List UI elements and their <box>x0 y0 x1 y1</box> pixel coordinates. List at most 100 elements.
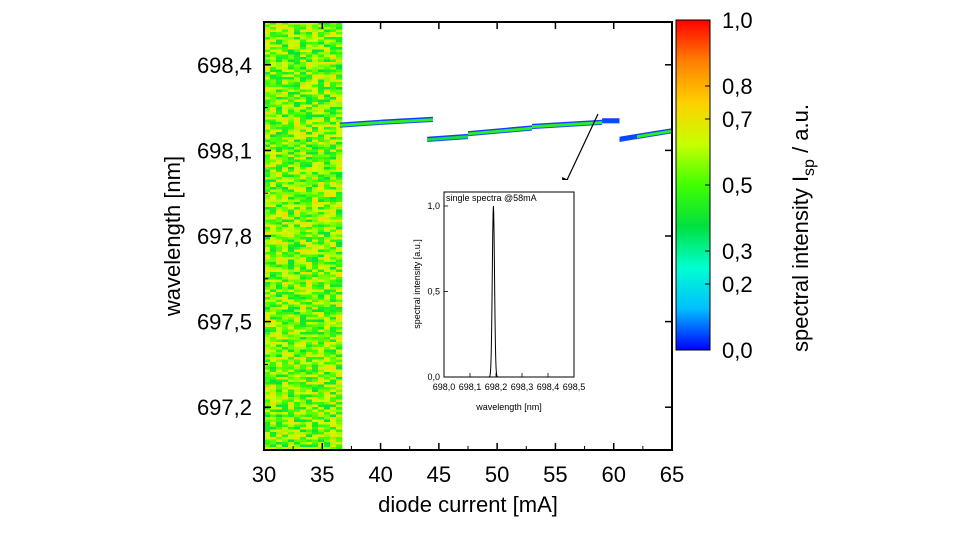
noise-cell <box>276 192 283 195</box>
noise-cell <box>336 294 343 298</box>
noise-cell <box>270 157 277 160</box>
noise-cell <box>312 382 319 385</box>
noise-cell <box>324 324 331 328</box>
noise-cell <box>300 284 307 288</box>
noise-cell <box>336 74 343 78</box>
noise-cell <box>312 304 319 308</box>
noise-cell <box>312 322 319 325</box>
noise-cell <box>306 292 313 295</box>
noise-cell <box>324 317 331 320</box>
noise-cell <box>288 224 295 228</box>
noise-cell <box>264 407 271 410</box>
noise-cell <box>324 367 331 370</box>
noise-cell <box>282 319 289 323</box>
noise-cell <box>312 157 319 160</box>
noise-cell <box>276 212 283 215</box>
noise-cell <box>264 144 271 148</box>
noise-cell <box>276 429 283 433</box>
noise-cell <box>264 84 271 88</box>
noise-cell <box>270 244 277 248</box>
noise-cell <box>324 389 331 393</box>
noise-cell <box>294 267 301 270</box>
noise-cell <box>330 404 337 408</box>
noise-cell <box>270 387 277 390</box>
noise-cell <box>270 89 277 93</box>
noise-cell <box>288 42 295 45</box>
noise-cell <box>300 289 307 293</box>
noise-cell <box>264 404 271 408</box>
noise-cell <box>312 149 319 153</box>
noise-cell <box>330 394 337 398</box>
noise-cell <box>324 424 331 428</box>
noise-cell <box>264 134 271 138</box>
noise-cell <box>264 414 271 418</box>
noise-cell <box>330 222 337 225</box>
noise-cell <box>330 387 337 390</box>
noise-cell <box>294 304 301 308</box>
noise-cell <box>264 252 271 255</box>
noise-cell <box>294 177 301 180</box>
noise-cell <box>330 279 337 283</box>
noise-cell <box>300 264 307 268</box>
noise-cell <box>336 384 343 388</box>
noise-cell <box>336 177 343 180</box>
noise-cell <box>264 222 271 225</box>
noise-cell <box>270 47 277 50</box>
noise-cell <box>276 282 283 285</box>
noise-cell <box>318 134 325 138</box>
noise-cell <box>288 99 295 103</box>
noise-cell <box>330 47 337 50</box>
noise-cell <box>282 279 289 283</box>
noise-cell <box>294 292 301 295</box>
noise-cell <box>300 429 307 433</box>
noise-cell <box>318 192 325 195</box>
noise-cell <box>306 324 313 328</box>
noise-cell <box>318 277 325 280</box>
noise-cell <box>306 274 313 278</box>
noise-cell <box>288 184 295 188</box>
noise-cell <box>306 414 313 418</box>
noise-cell <box>330 422 337 425</box>
inset-title: single spectra @58mA <box>446 193 537 203</box>
noise-cell <box>300 142 307 145</box>
noise-cell <box>312 214 319 218</box>
noise-cell <box>312 337 319 340</box>
noise-cell <box>264 294 271 298</box>
noise-cell <box>300 119 307 123</box>
noise-cell <box>276 254 283 258</box>
noise-cell <box>270 129 277 133</box>
noise-cell <box>264 77 271 80</box>
noise-cell <box>264 229 271 233</box>
noise-cell <box>270 102 277 105</box>
noise-cell <box>270 274 277 278</box>
noise-cell <box>264 129 271 133</box>
noise-cell <box>318 244 325 248</box>
noise-cell <box>270 349 277 353</box>
noise-cell <box>300 212 307 215</box>
colorbar-tick-label: 0,7 <box>722 107 753 132</box>
noise-cell <box>294 119 301 123</box>
noise-cell <box>294 202 301 205</box>
noise-cell <box>276 279 283 283</box>
noise-cell <box>270 294 277 298</box>
noise-cell <box>294 272 301 275</box>
noise-cell <box>330 344 337 348</box>
noise-cell <box>276 182 283 185</box>
noise-cell <box>300 444 307 448</box>
noise-cell <box>264 199 271 203</box>
noise-cell <box>336 377 343 380</box>
noise-cell <box>294 357 301 360</box>
noise-cell <box>270 414 277 418</box>
noise-cell <box>300 339 307 343</box>
noise-cell <box>318 212 325 215</box>
noise-cell <box>270 257 277 260</box>
noise-cell <box>306 269 313 273</box>
noise-cell <box>282 379 289 383</box>
noise-cell <box>330 407 337 410</box>
noise-cell <box>306 304 313 308</box>
noise-cell <box>282 27 289 30</box>
noise-cell <box>306 434 313 438</box>
noise-cell <box>300 389 307 393</box>
noise-cell <box>330 334 337 338</box>
noise-cell <box>276 284 283 288</box>
